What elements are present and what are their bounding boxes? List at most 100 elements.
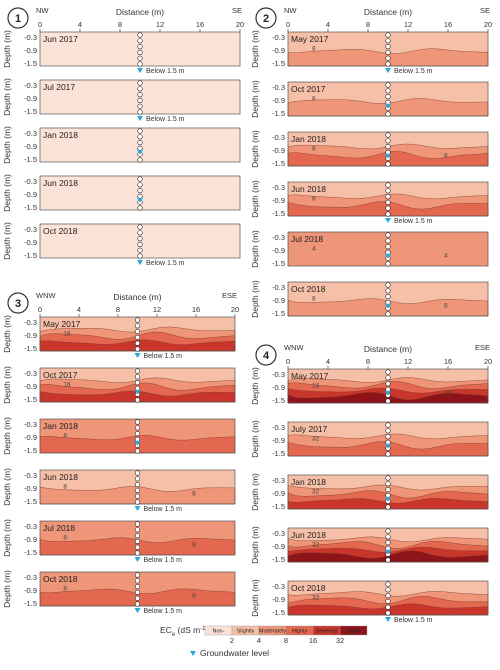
electrode-marker: [134, 476, 141, 482]
y-tick-label: -0.9: [272, 196, 285, 205]
legend-class-label: Moderately: [259, 629, 286, 635]
x-tick-label: 0: [286, 20, 290, 29]
electrode-marker: [137, 176, 143, 182]
electrode-marker: [137, 247, 143, 253]
electrode-marker: [134, 572, 141, 578]
y-tick-label: -0.3: [272, 582, 285, 591]
y-tick-label: -0.9: [272, 436, 285, 445]
contour-label: 8: [192, 542, 196, 549]
groundwater-marker: [385, 253, 391, 259]
depth-section: Depth (m) -0.3 -0.9 -1.5 32 Jan 2018: [250, 473, 489, 511]
contour-label: 8: [192, 491, 196, 498]
date-label: Jun 2018: [43, 178, 78, 188]
y-tick-label: -0.3: [24, 129, 37, 138]
x-tick-label: 16: [444, 357, 452, 366]
y-tick-label: -1.5: [24, 395, 37, 404]
contour-label: 16: [63, 331, 71, 338]
electrode-marker: [134, 482, 141, 488]
x-tick-label: 4: [326, 357, 330, 366]
legend: ECe (dS m-1) Non- Slightly Moderately Highly…: [160, 625, 368, 658]
date-label: Jun 2017: [43, 34, 78, 44]
groundwater-marker: [134, 608, 141, 613]
groundwater-marker: [385, 443, 391, 449]
contour-label: 8: [312, 146, 316, 153]
x-tick-label: 8: [118, 20, 122, 29]
electrode-marker: [134, 323, 141, 329]
contour-label: 32: [312, 542, 320, 549]
contour-label: 8: [312, 196, 316, 203]
y-tick-label: -1.5: [24, 107, 37, 116]
electrode-marker: [385, 261, 391, 267]
depth-section: Depth (m) -0.3 -0.9 -1.5 32 Oct 2018 Below 1.5…: [250, 579, 489, 624]
date-label: Jun 2018: [43, 472, 78, 482]
contour-label: 8: [312, 296, 316, 303]
below-label: Below 1.5 m: [144, 506, 183, 513]
y-tick-label: -0.3: [24, 573, 37, 582]
depth-section: Depth (m) -0.3 -0.9 -1.5 8 Oct 2017: [250, 80, 489, 118]
contour-label: 8: [63, 586, 67, 593]
electrode-marker: [385, 539, 391, 546]
x-tick-label: 4: [77, 305, 81, 314]
electrode-marker: [385, 587, 391, 593]
electrode-marker: [137, 128, 143, 134]
x-tick-label: 0: [38, 305, 42, 314]
y-tick-label: -1.5: [272, 259, 285, 268]
depth-section: Depth (m) -0.3 -0.9 -1.5 Jan 2018: [2, 126, 241, 164]
x-tick-label: 8: [366, 20, 370, 29]
contour-label: 8: [63, 484, 67, 491]
depth-axis-label: Depth (m): [2, 126, 12, 164]
electrode-marker: [385, 375, 391, 381]
direction-left: WNW: [284, 343, 304, 352]
direction-left: NW: [36, 6, 49, 15]
groundwater-marker: [385, 617, 391, 622]
y-tick-label: -1.5: [24, 155, 37, 164]
electrode-marker: [137, 182, 143, 188]
contour-label: 16: [444, 390, 452, 397]
electrode-marker: [385, 111, 391, 117]
depth-section: Depth (m) -0.3 -0.9 -1.5 32 Jun 2018: [250, 526, 489, 564]
legend-class-label: saline: [346, 629, 360, 635]
electrode-marker: [385, 232, 391, 238]
depth-section: Depth (m) -0.3 -0.9 -1.5 Jun 2018: [2, 174, 241, 212]
depth-axis-label: Depth (m): [250, 280, 260, 318]
depth-axis-label: Depth (m): [250, 420, 260, 458]
direction-right: SE: [480, 6, 490, 15]
depth-section: Depth (m) -0.3 -0.9 -1.5 8 8 Jan 2018: [250, 130, 489, 168]
y-tick-label: -1.5: [24, 251, 37, 260]
y-tick-label: -0.3: [272, 370, 285, 379]
groundwater-marker: [137, 197, 143, 203]
groundwater-marker: [137, 149, 143, 155]
electrode-marker: [385, 38, 391, 44]
electrode-marker: [385, 88, 391, 94]
electrode-marker: [385, 534, 391, 540]
depth-section: Depth (m) -0.3 -0.9 -1.5 Jul 2017 Below 1.5 m: [2, 78, 241, 123]
electrode-marker: [134, 601, 141, 607]
electrode-marker: [385, 451, 391, 457]
x-tick-label: 20: [236, 20, 244, 29]
x-tick-label: 4: [326, 20, 330, 29]
electrode-marker: [385, 161, 391, 167]
date-label: Oct 2018: [43, 574, 78, 584]
panel-4: 4 Distance (m) WNW ESE 0 4 8 12 16 20 Depth (m) -0.…: [250, 343, 492, 624]
legend-title: ECe (dS m-1): [160, 625, 209, 638]
groundwater-marker: [137, 116, 143, 121]
y-tick-label: -1.5: [272, 59, 285, 68]
electrode-marker: [134, 329, 141, 335]
y-tick-label: -0.9: [24, 331, 37, 340]
below-label: Below 1.5 m: [144, 557, 183, 564]
electrode-marker: [385, 205, 391, 211]
depth-axis-label: Depth (m): [250, 230, 260, 268]
contour-label: 8: [192, 593, 196, 600]
legend-tick-label: 32: [336, 636, 344, 645]
legend-class-label: Severely: [316, 629, 338, 635]
electrode-marker: [385, 144, 391, 150]
date-label: Jul 2018: [291, 234, 323, 244]
electrode-marker: [134, 583, 141, 590]
electrode-marker: [137, 61, 143, 67]
electrode-marker: [385, 598, 391, 605]
panel-number: 2: [263, 13, 269, 25]
electrode-marker: [137, 230, 143, 236]
groundwater-marker: [385, 218, 391, 223]
contour-label: 4: [444, 253, 448, 260]
